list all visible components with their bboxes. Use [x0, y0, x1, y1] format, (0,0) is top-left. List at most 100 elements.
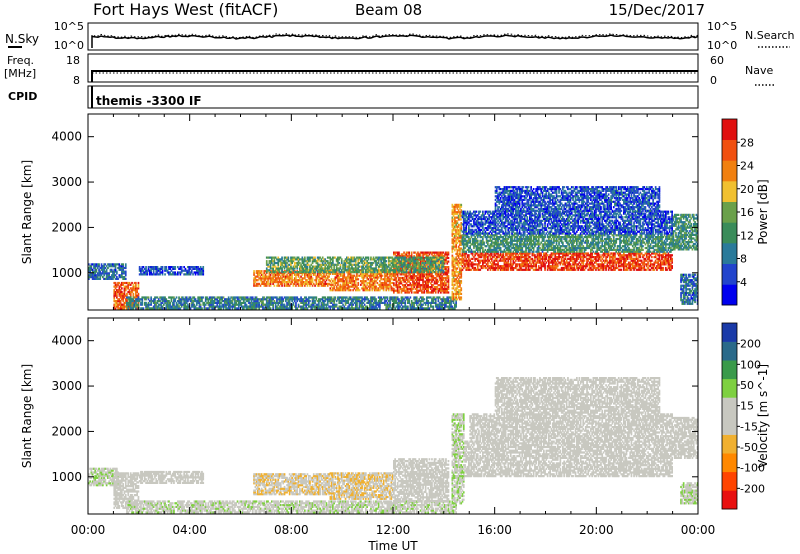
x-tick-label: 00:00 [681, 523, 716, 537]
colorbar-segment [722, 490, 737, 510]
colorbar-tick-label: 12 [740, 229, 754, 242]
colorbar-tick-label: -15 [740, 420, 758, 433]
colorbar-tick-label: 16 [740, 206, 754, 219]
colorbar-tick: 24 [737, 160, 754, 173]
noise-tick-left-bottom: 10^0 [54, 39, 84, 52]
power-heatmap [88, 186, 699, 310]
colorbar-segment [722, 139, 737, 161]
y-tick: 3000 [51, 379, 698, 393]
colorbar-tick: 16 [737, 206, 754, 219]
power-panel: 1000 2000 3000 4000 Slant Range [km] 4 8 12 16… [20, 113, 770, 311]
colorbar-tick: 20 [737, 183, 754, 196]
velocity-ylabel: Slant Range [km] [20, 364, 34, 468]
colorbar-tick: -50 [737, 441, 758, 454]
x-tick-label: 16:00 [477, 523, 512, 537]
colorbar-tick-label: 4 [740, 276, 747, 289]
heatmap-region [126, 296, 457, 310]
nsearch-label: N.Search [745, 29, 795, 42]
colorbar-segment [722, 341, 737, 361]
colorbar-segment [722, 160, 737, 182]
velocity-panel: 1000 2000 3000 4000 00:00 04:00 08:00 12:00 16:… [20, 317, 770, 553]
heatmap-region [461, 252, 673, 271]
freq-unit: [MHz] [4, 67, 36, 80]
colorbar-tick-label: 24 [740, 160, 754, 173]
colorbar-tick: 200 [737, 338, 761, 351]
x-tick-label: 12:00 [376, 523, 411, 537]
heatmap-region [393, 458, 450, 503]
noise-tick-right-top: 10^5 [707, 20, 737, 33]
heatmap-region [494, 186, 661, 212]
colorbar-tick-label: 20 [740, 183, 754, 196]
cpid-value: themis -3300 IF [96, 94, 202, 108]
date-title: 15/Dec/2017 [609, 1, 705, 19]
y-tick: 2000 [51, 220, 698, 234]
colorbar-tick-label: 50 [740, 379, 754, 392]
heatmap-region [469, 413, 673, 441]
colorbar-segment [722, 222, 737, 244]
cpid-panel: CPID themis -3300 IF [8, 85, 699, 109]
colorbar-tick: 28 [737, 136, 754, 149]
x-tick-label: 08:00 [274, 523, 309, 537]
velocity-colorbar-label: Velocity [m s^-1] [756, 364, 770, 468]
y-tick: 3000 [51, 175, 698, 189]
y-tick: 1000 [51, 266, 698, 280]
y-tick-label: 2000 [51, 220, 82, 234]
colorbar-segment [722, 284, 737, 306]
y-tick: 4000 [51, 334, 698, 348]
heatmap-region [672, 416, 699, 459]
y-tick-label: 3000 [51, 379, 82, 393]
colorbar-segment [722, 323, 737, 342]
station-title: Fort Hays West (fitACF) [93, 0, 278, 19]
colorbar-segment [722, 378, 737, 398]
heatmap-region [138, 266, 205, 276]
colorbar-tick: 12 [737, 229, 754, 242]
heatmap-region [494, 377, 661, 414]
velocity-xlabel: Time UT [367, 539, 418, 553]
colorbar-tick-label: 200 [740, 338, 761, 351]
nave-tick-bottom: 0 [710, 74, 717, 87]
power-colorbar: 4 8 12 16 20 24 28 [721, 118, 754, 306]
y-tick-label: 3000 [51, 175, 82, 189]
colorbar-segment [722, 453, 737, 473]
nsky-label: N.Sky [5, 32, 39, 46]
y-tick-label: 1000 [51, 470, 82, 484]
colorbar-tick: 8 [737, 253, 747, 266]
heatmap-region [451, 203, 463, 301]
heatmap-region [265, 256, 445, 274]
heatmap-region [329, 472, 394, 500]
power-ylabel: Slant Range [km] [20, 160, 34, 264]
colorbar-segment [722, 119, 737, 140]
colorbar-segment [722, 243, 737, 264]
colorbar-tick: -15 [737, 420, 758, 433]
colorbar-segment [722, 360, 737, 380]
colorbar-tick-label: 100 [740, 358, 761, 371]
heatmap-region [464, 440, 673, 478]
velocity-colorbar: -200 -100 -50 -15 15 50 100 200 [721, 322, 765, 510]
heatmap-region [461, 234, 673, 253]
freq-tick-bottom: 8 [73, 74, 80, 87]
colorbar-tick-label: 15 [740, 400, 754, 413]
noise-tick-left-top: 10^5 [54, 20, 84, 33]
noise-tick-right-bottom: 10^0 [707, 39, 737, 52]
power-x-ticks [87, 114, 699, 310]
y-tick: 2000 [51, 424, 698, 438]
x-tick-label: 20:00 [579, 523, 614, 537]
colorbar-tick: 15 [737, 400, 754, 413]
colorbar-segment [722, 434, 737, 454]
y-tick-label: 1000 [51, 266, 82, 280]
noise-panel: N.Sky 10^5 10^0 10^5 10^0 N.Search [5, 20, 795, 52]
colorbar-tick-label: 28 [740, 136, 754, 149]
colorbar-tick-label: -200 [740, 482, 765, 495]
velocity-heatmap [88, 377, 699, 514]
colorbar-tick: 50 [737, 379, 754, 392]
heatmap-region [88, 263, 127, 280]
y-tick-label: 4000 [51, 130, 82, 144]
colorbar-segment [722, 416, 737, 435]
colorbar-tick: 100 [737, 358, 761, 371]
y-tick-label: 2000 [51, 424, 82, 438]
colorbar-segment [722, 397, 737, 417]
heatmap-region [138, 470, 205, 484]
velocity-y-axis: 1000 2000 3000 4000 [51, 334, 698, 484]
heatmap-region [461, 210, 673, 235]
